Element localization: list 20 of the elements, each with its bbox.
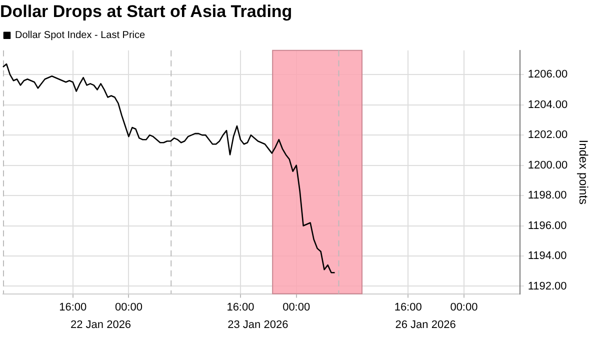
- text: 23 Jan 2026: [228, 319, 288, 332]
- y-tick-label: 1192.00: [528, 280, 567, 292]
- x-tick-label: 00:00: [114, 301, 142, 314]
- x-tick-label: 16:00: [226, 301, 254, 314]
- x-tick-label: 16:00: [394, 301, 422, 314]
- y-tick-label: 1200.00: [528, 159, 568, 172]
- chart-title: Dollar Drops at Start of Asia Trading: [0, 2, 292, 21]
- y-tick-label: 1198.00: [528, 190, 567, 202]
- legend-label: Dollar Spot Index - Last Price: [15, 30, 146, 42]
- y-tick-label: 1202.00: [528, 129, 568, 142]
- y-tick-label: 1196.00: [528, 220, 567, 232]
- text: 26 Jan 2026: [395, 319, 456, 332]
- y-tick-label: 1194.00: [528, 250, 567, 262]
- x-tick-label: 16:00: [59, 301, 87, 314]
- text: 22 Jan 2026: [70, 319, 132, 332]
- y-tick-label: 1206.00: [528, 68, 568, 81]
- y-axis-title: Index points: [576, 140, 590, 204]
- y-tick-label: 1204.00: [528, 98, 568, 111]
- x-tick-label: 00:00: [450, 301, 478, 314]
- x-tick-label: 00:00: [282, 301, 310, 314]
